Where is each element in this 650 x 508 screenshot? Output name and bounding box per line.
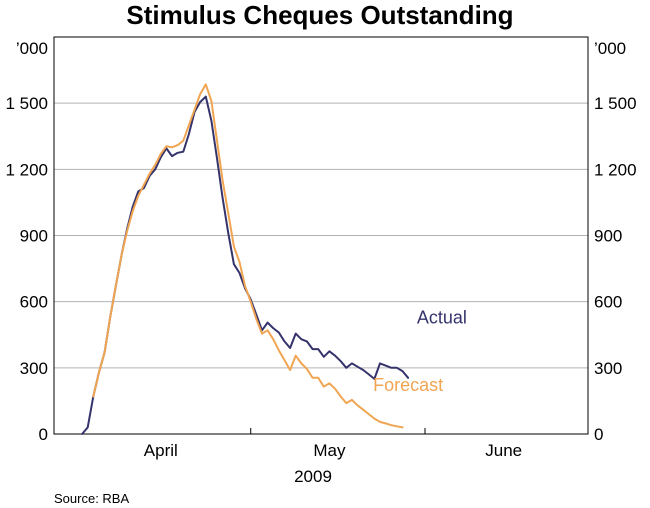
x-axis-year-label: 2009 xyxy=(294,467,332,486)
y-tick-label-left-300: 300 xyxy=(20,359,48,378)
y-tick-label-left-900: 900 xyxy=(20,227,48,246)
series-line-forecast xyxy=(92,83,404,429)
y-tick-label-left-1200: 1 200 xyxy=(5,160,48,179)
y-tick-label-left-1500: 1 500 xyxy=(5,94,48,113)
plot-frame xyxy=(53,36,589,435)
y-tick-label-right-900: 900 xyxy=(594,227,622,246)
chart-title: Stimulus Cheques Outstanding xyxy=(126,0,513,30)
y-axis-labels: 0 0 300 300 600 600 900 900 1 200 1 200 1 500 1 500 xyxy=(5,94,636,444)
y-tick-label-left-600: 600 xyxy=(20,293,48,312)
y-tick-label-right-600: 600 xyxy=(594,293,622,312)
y-tick-label-right-300: 300 xyxy=(594,359,622,378)
y-tick-label-right-1200: 1 200 xyxy=(594,160,637,179)
right-y-unit-label: ’000 xyxy=(594,39,626,58)
x-tick-label-june: June xyxy=(485,441,522,460)
series-label-forecast: Forecast xyxy=(373,375,443,395)
x-tick-label-april: April xyxy=(144,441,178,460)
source-note: Source: RBA xyxy=(54,491,129,506)
y-tick-label-right-1500: 1 500 xyxy=(594,94,637,113)
gridlines xyxy=(54,102,588,369)
x-axis-ticks xyxy=(53,428,589,434)
series-label-actual: Actual xyxy=(417,308,467,328)
left-y-unit-label: ’000 xyxy=(16,39,48,58)
y-tick-label-right-0: 0 xyxy=(594,425,603,444)
x-tick-label-may: May xyxy=(313,441,346,460)
series-lines xyxy=(81,83,410,435)
series-labels: Actual Forecast xyxy=(373,308,467,395)
y-tick-label-left-0: 0 xyxy=(39,425,48,444)
x-axis-labels: April May June xyxy=(144,441,522,460)
series-line-actual xyxy=(81,95,410,435)
